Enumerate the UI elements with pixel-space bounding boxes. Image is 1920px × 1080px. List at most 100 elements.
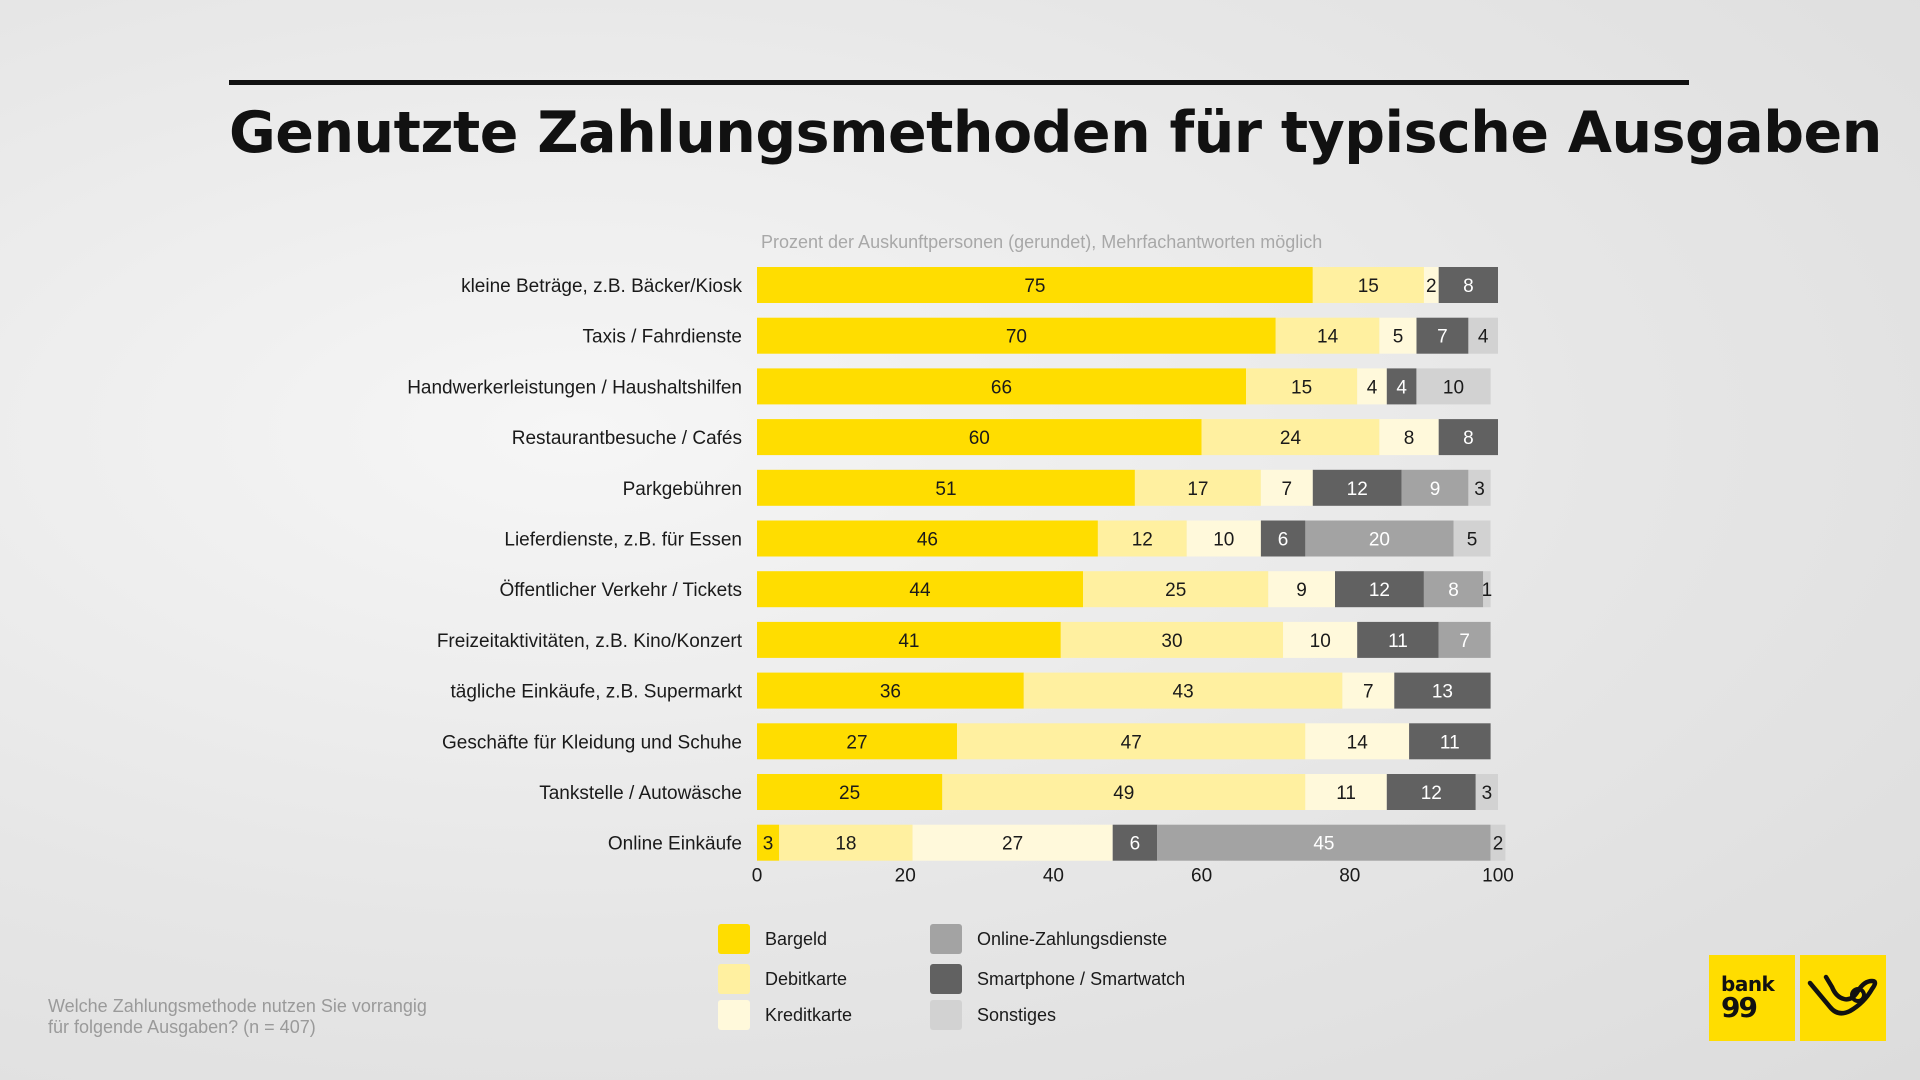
x-tick-label: 0	[752, 865, 763, 886]
data-label: 15	[1358, 276, 1379, 297]
bar-online-zahlungsdienste	[1305, 520, 1454, 557]
data-label: 5	[1393, 327, 1404, 348]
legend-item: Online-Zahlungsdienste	[930, 924, 1167, 954]
bar-bargeld	[757, 317, 1276, 354]
legend-item: Bargeld	[718, 924, 827, 954]
category-label: Lieferdienste, z.B. für Essen	[504, 530, 742, 551]
category-label: Geschäfte für Kleidung und Schuhe	[442, 732, 742, 753]
data-label: 3	[1482, 783, 1493, 804]
data-label: 24	[1280, 428, 1302, 449]
data-label: 14	[1347, 732, 1369, 753]
data-label: 25	[839, 783, 860, 804]
legend-label: Online-Zahlungsdienste	[977, 928, 1168, 949]
data-label: 10	[1310, 631, 1331, 652]
data-label: 4	[1396, 377, 1407, 398]
legend-item: Kreditkarte	[718, 1000, 852, 1030]
data-label: 9	[1430, 479, 1441, 500]
data-label: 41	[898, 631, 919, 652]
bar-bargeld	[757, 419, 1202, 456]
title-rule	[229, 80, 1689, 85]
bar-smartphone-smartwatch	[1386, 774, 1476, 810]
data-label: 14	[1317, 327, 1339, 348]
legend-item: Smartphone / Smartwatch	[930, 964, 1185, 994]
data-label: 18	[835, 834, 856, 855]
bar-sonstiges	[1483, 571, 1491, 608]
data-label: 8	[1463, 276, 1474, 297]
data-label: 11	[1388, 631, 1408, 652]
bar-kreditkarte	[1268, 571, 1335, 608]
bank99-logo: bank 99	[1709, 955, 1795, 1041]
post-horn-logo-icon	[1800, 955, 1886, 1041]
bar-bargeld	[757, 774, 943, 810]
bar-kreditkarte	[1379, 317, 1417, 354]
data-label: 27	[846, 732, 867, 753]
data-label: 43	[1173, 682, 1194, 703]
footnote-line-2: für folgende Ausgaben? (n = 407)	[48, 1017, 316, 1037]
data-label: 3	[1474, 479, 1485, 500]
bar-bargeld	[757, 469, 1135, 506]
bar-bargeld	[757, 723, 958, 760]
bar-debitkarte	[1083, 571, 1269, 608]
legend-swatch	[718, 924, 750, 954]
bar-sonstiges	[1468, 317, 1498, 354]
bar-bargeld	[757, 672, 1024, 709]
data-label: 75	[1024, 276, 1045, 297]
legend-label: Smartphone / Smartwatch	[977, 968, 1186, 989]
bar-online-zahlungsdienste	[1423, 571, 1484, 608]
bar-sonstiges	[1468, 469, 1491, 506]
bar-sonstiges	[1490, 824, 1506, 861]
bar-kreditkarte	[1379, 419, 1439, 456]
category-label: Parkgebühren	[623, 479, 742, 500]
data-label: 11	[1336, 783, 1356, 804]
data-label: 36	[880, 682, 901, 703]
category-label: Tankstelle / Autowäsche	[539, 783, 742, 804]
category-label: tägliche Einkäufe, z.B. Supermarkt	[451, 682, 743, 703]
bar-kreditkarte	[1305, 723, 1409, 760]
bank99-logo-line-1: bank	[1721, 972, 1775, 996]
bar-kreditkarte	[1260, 469, 1313, 506]
bar-kreditkarte	[1357, 368, 1387, 405]
data-label: 7	[1459, 631, 1470, 652]
category-label: Freizeitaktivitäten, z.B. Kino/Konzert	[437, 631, 743, 652]
data-label: 51	[935, 479, 956, 500]
data-label: 10	[1213, 530, 1234, 551]
legend-label: Debitkarte	[765, 968, 848, 989]
data-label: 4	[1367, 377, 1378, 398]
data-label: 8	[1448, 580, 1459, 601]
bar-kreditkarte	[1186, 520, 1261, 557]
data-label: 7	[1437, 327, 1448, 348]
legend-label: Kreditkarte	[765, 1004, 853, 1025]
data-label: 15	[1291, 377, 1312, 398]
data-label: 25	[1165, 580, 1186, 601]
data-label: 12	[1421, 783, 1442, 804]
legend-swatch	[930, 1000, 962, 1030]
legend-item: Sonstiges	[930, 1000, 1056, 1030]
bar-bargeld	[757, 824, 780, 861]
bar-smartphone-smartwatch	[1357, 621, 1439, 658]
x-tick-label: 100	[1482, 865, 1514, 886]
footnote: Welche Zahlungsmethode nutzen Sie vorran…	[48, 996, 427, 1038]
data-label: 4	[1478, 327, 1489, 348]
bar-kreditkarte	[1305, 774, 1387, 810]
bar-kreditkarte	[1423, 267, 1439, 303]
data-label: 8	[1404, 428, 1415, 449]
bar-kreditkarte	[1283, 621, 1358, 658]
category-label: Taxis / Fahrdienste	[583, 327, 742, 348]
bar-online-zahlungsdienste	[1438, 621, 1491, 658]
category-label: Handwerkerleistungen / Haushaltshilfen	[407, 377, 742, 398]
bar-bargeld	[757, 368, 1247, 405]
data-label: 66	[991, 377, 1012, 398]
bar-smartphone-smartwatch	[1260, 520, 1306, 557]
bar-smartphone-smartwatch	[1335, 571, 1424, 608]
x-tick-label: 20	[895, 865, 916, 886]
bar-debitkarte	[1097, 520, 1187, 557]
category-label: Öffentlicher Verkehr / Tickets	[499, 580, 742, 601]
data-label: 2	[1426, 276, 1437, 297]
legend-label: Sonstiges	[977, 1004, 1057, 1025]
data-label: 44	[909, 580, 931, 601]
data-label: 20	[1369, 530, 1390, 551]
data-label: 17	[1187, 479, 1208, 500]
bar-bargeld	[757, 571, 1083, 608]
data-label: 9	[1296, 580, 1307, 601]
data-label: 6	[1278, 530, 1289, 551]
